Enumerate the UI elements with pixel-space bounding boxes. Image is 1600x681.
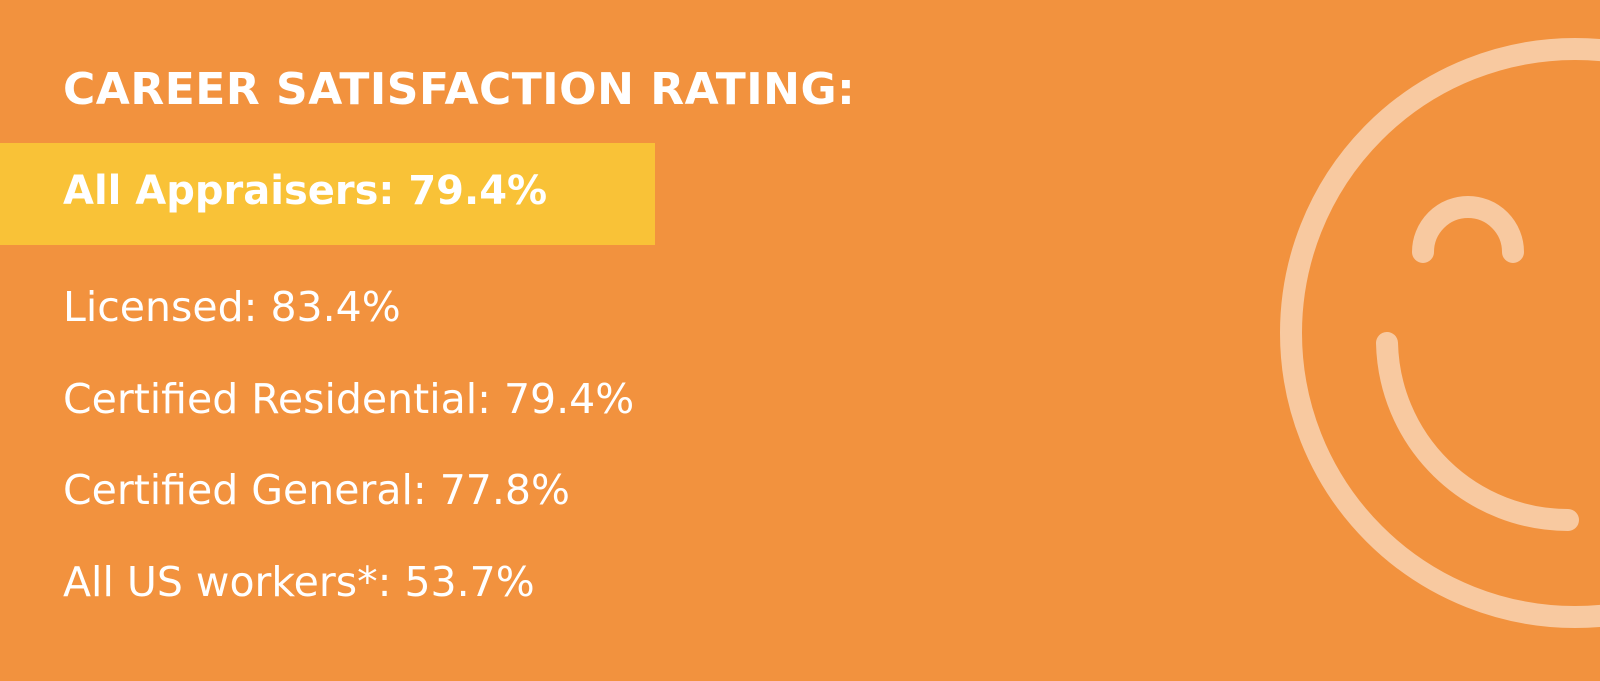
rating-item: Licensed: 83.4% (63, 283, 401, 331)
rating-item: All US workers*: 53.7% (63, 558, 535, 606)
highlight-text: All Appraisers: 79.4% (63, 168, 548, 214)
highlight-bar (0, 143, 655, 245)
title: CAREER SATISFACTION RATING: (63, 64, 856, 115)
rating-item: Certified General: 77.8% (63, 466, 570, 514)
rating-item: Certified Residential: 79.4% (63, 375, 635, 423)
